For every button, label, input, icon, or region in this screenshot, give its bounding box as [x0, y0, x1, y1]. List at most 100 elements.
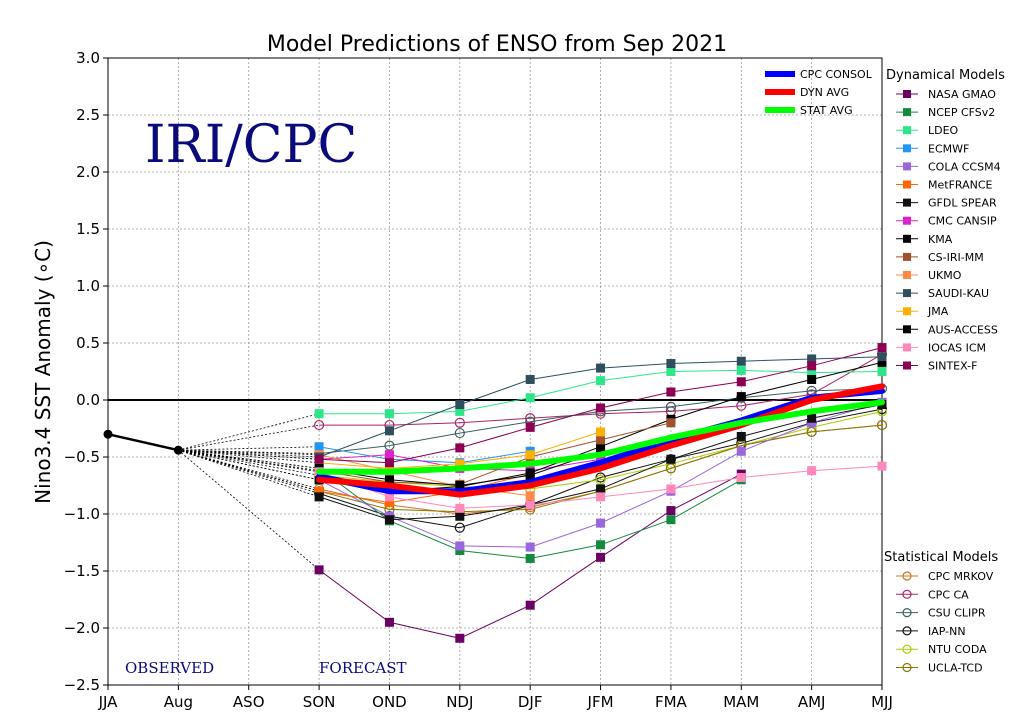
data-point [454, 427, 465, 439]
data-point [525, 542, 535, 552]
legend-marker [903, 234, 911, 243]
x-tick-label: JFM [587, 693, 614, 711]
data-point [384, 426, 394, 436]
legend-label: UCLA-TCD [928, 662, 983, 675]
data-point [595, 474, 606, 485]
data-point [525, 500, 535, 510]
data-point [736, 400, 747, 411]
data-point [313, 419, 325, 431]
data-point [666, 359, 676, 369]
data-point [454, 417, 465, 428]
data-point [666, 418, 676, 428]
legend-label: DYN AVG [800, 86, 849, 99]
x-tick-label: FMA [655, 693, 688, 711]
legend-label: COLA CCSM4 [928, 160, 1001, 173]
legend-label: CPC CA [928, 588, 969, 601]
data-point [665, 463, 677, 474]
series-group [103, 343, 888, 643]
chart-title: Model Predictions of ENSO from Sep 2021 [267, 32, 727, 57]
data-point [384, 463, 394, 473]
data-point [525, 374, 535, 384]
legend-marker [902, 662, 912, 673]
legend-label: KMA [928, 233, 953, 246]
data-point [384, 617, 394, 627]
y-tick-label: 1.0 [76, 277, 100, 295]
legend-label: ECMWF [928, 142, 969, 155]
data-point [314, 492, 324, 502]
legend-marker [903, 325, 911, 334]
x-tick-label: MJJ [871, 693, 893, 711]
data-point [314, 486, 324, 496]
data-point [455, 541, 465, 551]
data-point [596, 552, 606, 562]
data-point [736, 446, 746, 456]
legend-label: AUS-ACCESS [928, 323, 998, 336]
connector-line [178, 449, 320, 456]
data-point [596, 518, 606, 528]
connector-line [178, 449, 320, 458]
data-point [384, 492, 394, 502]
data-point [596, 363, 606, 373]
series-line-cpc-ca [319, 353, 883, 426]
data-point [736, 356, 746, 366]
data-point [455, 400, 465, 410]
data-point [736, 377, 746, 387]
y-tick-label: 3.0 [76, 49, 100, 67]
x-tick-label: DJF [518, 693, 543, 711]
data-point [807, 413, 817, 423]
data-point [455, 459, 465, 469]
legend-marker [902, 644, 912, 654]
data-point [596, 427, 606, 437]
data-point [877, 352, 887, 362]
data-point [384, 475, 394, 485]
data-point [666, 506, 676, 516]
legend-label: CMC CANSIP [928, 215, 997, 228]
y-tick-label: −1.0 [64, 505, 100, 523]
connector-line [178, 449, 320, 571]
data-point [666, 515, 676, 525]
y-tick-label: 0.5 [76, 334, 100, 352]
legend-marker [903, 162, 911, 171]
legend-marker [902, 589, 912, 599]
data-point [596, 446, 606, 456]
legend-label: NCEP CFSv2 [928, 106, 995, 119]
data-point [807, 418, 817, 428]
data-point [596, 376, 606, 386]
connector-line [178, 449, 320, 460]
y-tick-label: −2.0 [64, 619, 100, 637]
legend-marker [903, 144, 911, 153]
legend-label: UKMO [928, 269, 962, 282]
y-tick-label: −0.5 [64, 448, 100, 466]
legend-marker [902, 607, 912, 618]
data-point [736, 473, 746, 483]
forecast-label: FORECAST [319, 659, 407, 677]
legend-marker [903, 289, 911, 298]
data-point [596, 435, 606, 445]
data-point [877, 343, 887, 353]
data-point [666, 484, 676, 494]
data-point [736, 365, 746, 375]
data-point [525, 553, 535, 563]
data-point [596, 484, 606, 494]
legend-marker [903, 361, 911, 370]
legend-label: IOCAS ICM [928, 341, 986, 354]
data-point [736, 431, 746, 441]
legend-marker [902, 626, 912, 636]
data-point [807, 361, 817, 371]
data-point [876, 419, 888, 431]
y-axis-label: Nino3.4 SST Anomaly (∘C) [31, 240, 55, 504]
legend-label: MetFRANCE [928, 179, 993, 192]
data-point [596, 442, 606, 452]
legend: CPC CONSOL DYN AVG STAT AVG Dynamical Model… [765, 68, 1005, 675]
series-line-ecmwf [319, 446, 531, 464]
series-line-cs-iri-mm [319, 422, 672, 485]
legend-marker [903, 252, 911, 261]
y-tick-label: −2.5 [64, 676, 100, 694]
data-point [666, 454, 676, 464]
data-point [455, 503, 465, 513]
x-tick-label: MAM [723, 693, 759, 711]
observed-point [173, 445, 183, 455]
data-point [384, 458, 394, 468]
series-line-ntu-coda [319, 410, 883, 490]
data-point [596, 540, 606, 550]
